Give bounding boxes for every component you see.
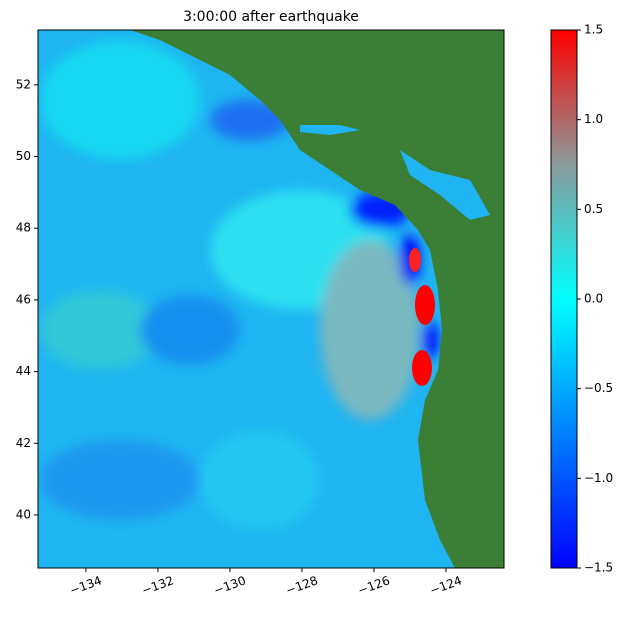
colorbar-tick-label: 1.5	[584, 23, 603, 37]
colorbar-tick-label: 1.0	[584, 112, 603, 126]
x-tick-label: −134	[68, 573, 104, 597]
x-tick-label: −126	[356, 573, 392, 597]
x-tick-label: −128	[284, 573, 320, 597]
colorbar-tick-label: −0.5	[584, 381, 613, 395]
y-tick-label: 44	[16, 364, 31, 378]
x-tick-label: −124	[428, 573, 464, 597]
x-tick-label: −132	[140, 573, 176, 597]
colorbar	[550, 29, 578, 569]
colorbar-tick-label: 0.0	[584, 292, 603, 306]
y-tick-label: 42	[16, 436, 31, 450]
x-tick-label: −130	[212, 573, 248, 597]
colorbar-tick-label: 0.5	[584, 202, 603, 216]
chart-title: 3:00:00 after earthquake	[183, 9, 359, 25]
colorbar-tick-label: −1.5	[584, 561, 613, 575]
y-tick-label: 46	[16, 292, 31, 306]
y-tick-label: 52	[16, 77, 31, 91]
y-tick-label: 40	[16, 507, 31, 521]
y-tick-label: 48	[16, 221, 31, 235]
colorbar-tick-label: −1.0	[584, 471, 613, 485]
map-field	[38, 30, 504, 568]
axes-frame	[37, 29, 505, 569]
y-tick-label: 50	[16, 149, 31, 163]
